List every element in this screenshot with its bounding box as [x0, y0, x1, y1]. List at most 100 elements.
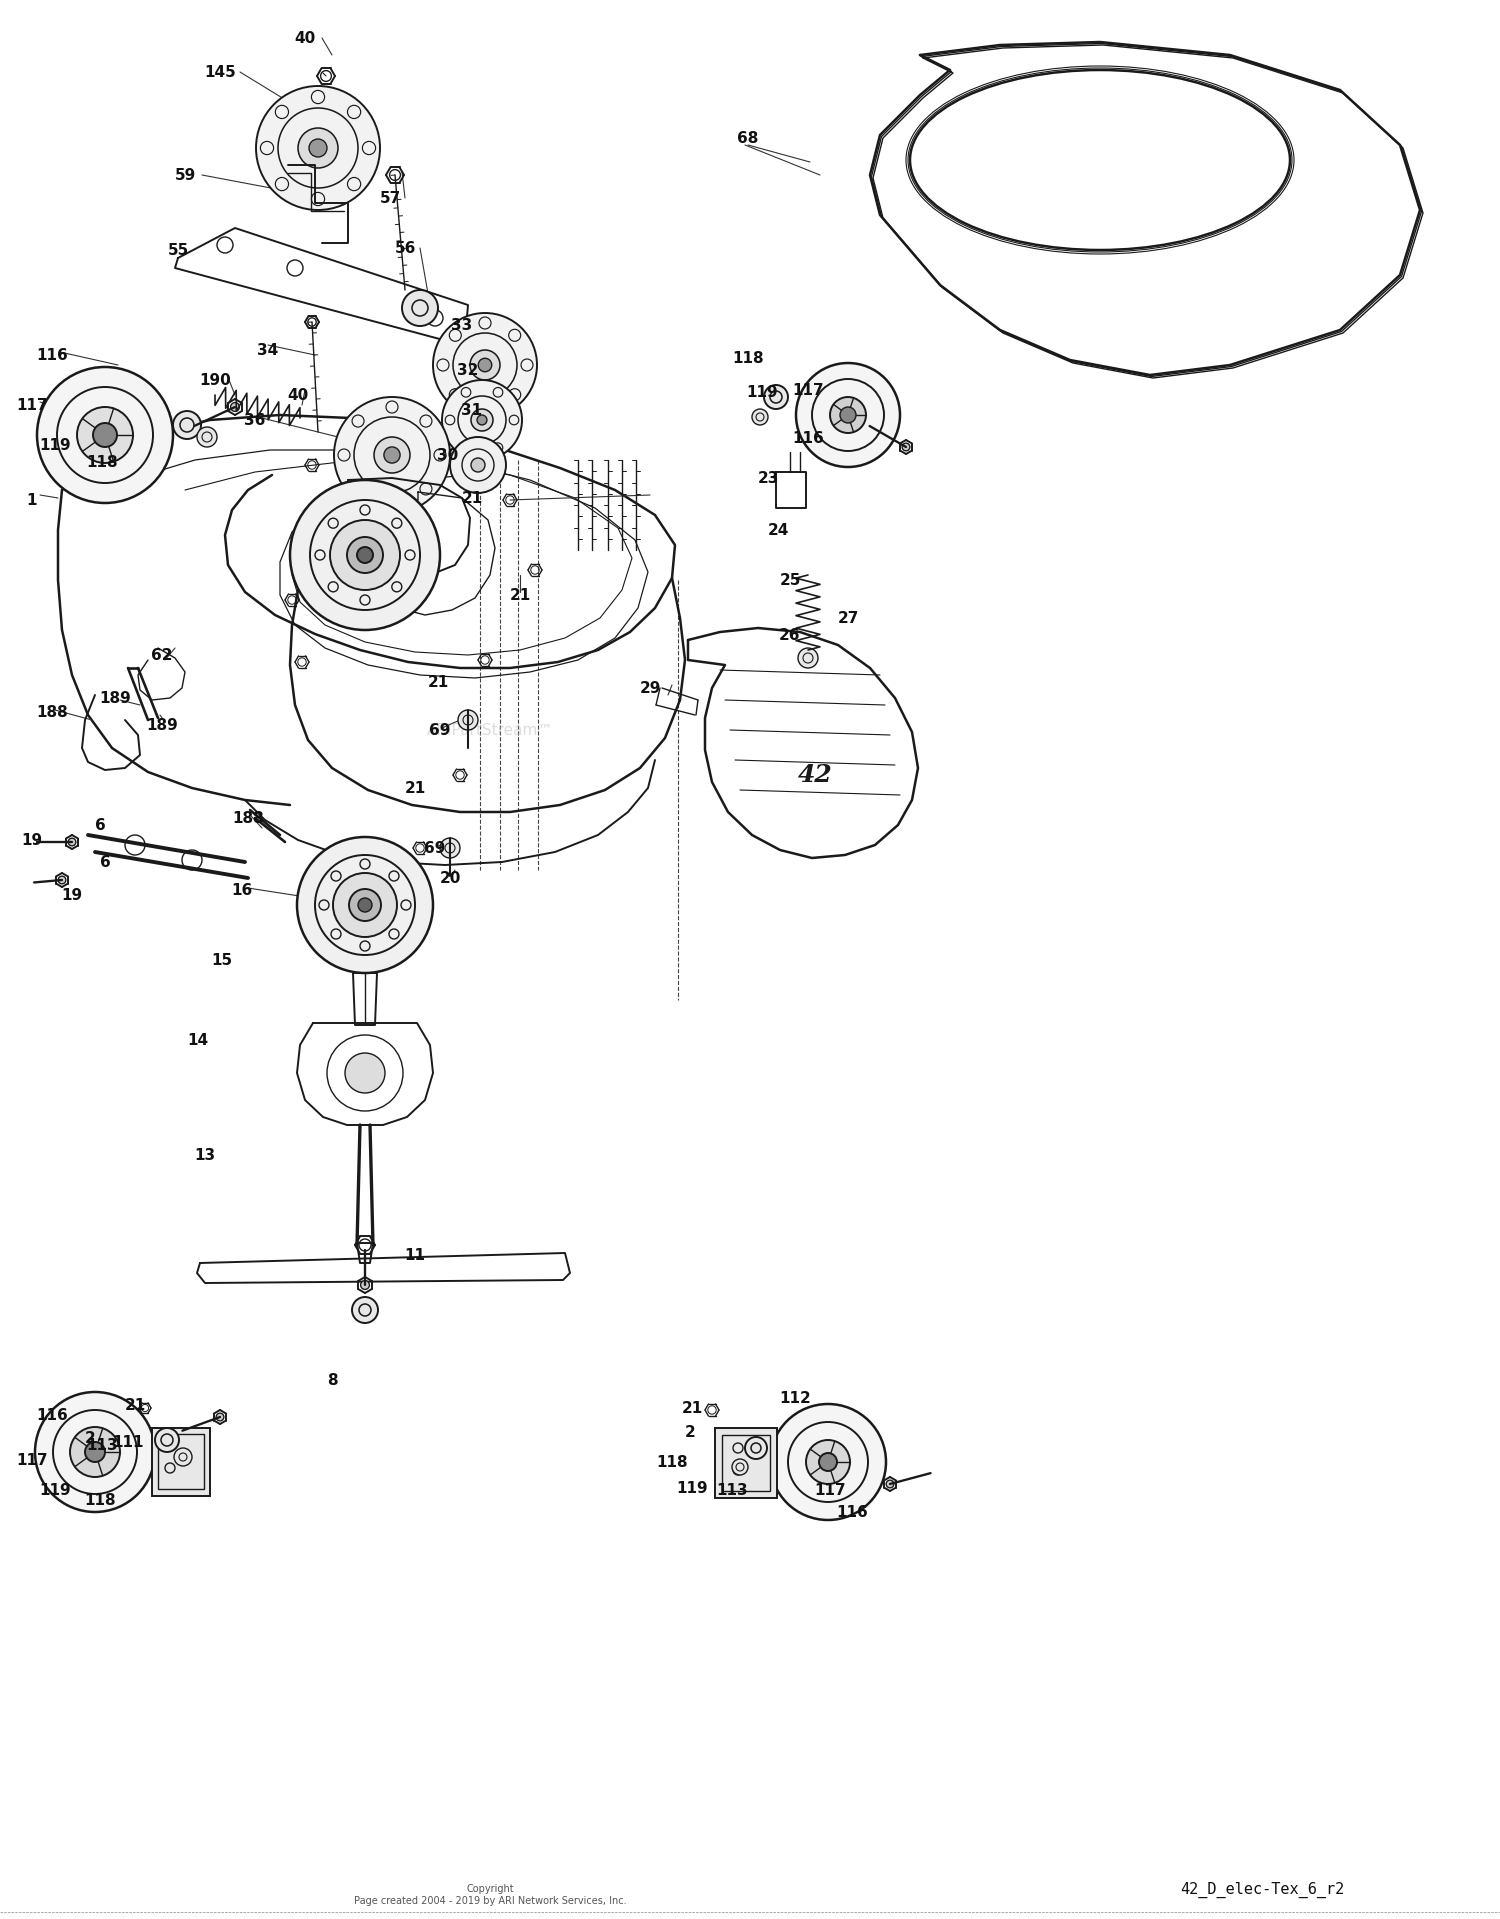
Circle shape	[374, 438, 410, 472]
Circle shape	[172, 411, 201, 439]
Text: 113: 113	[716, 1483, 748, 1497]
Circle shape	[76, 407, 134, 462]
Circle shape	[309, 138, 327, 157]
Circle shape	[334, 397, 450, 512]
Text: 119: 119	[746, 384, 778, 399]
Circle shape	[298, 129, 338, 169]
Circle shape	[402, 290, 438, 326]
Circle shape	[477, 415, 488, 424]
Text: 190: 190	[200, 372, 231, 388]
Text: 119: 119	[39, 1483, 70, 1497]
Text: 25: 25	[780, 572, 801, 587]
Text: 119: 119	[676, 1480, 708, 1495]
Text: 21: 21	[124, 1397, 146, 1412]
Text: 15: 15	[211, 952, 232, 967]
Bar	[152, 1428, 210, 1497]
Text: 42: 42	[798, 764, 832, 787]
Text: 36: 36	[244, 413, 266, 428]
Circle shape	[357, 547, 374, 562]
Text: 40: 40	[294, 31, 315, 46]
Text: 68: 68	[738, 130, 759, 146]
Text: 14: 14	[188, 1032, 209, 1048]
Circle shape	[93, 422, 117, 447]
Text: 69: 69	[429, 722, 450, 737]
Circle shape	[806, 1439, 850, 1483]
Text: 2: 2	[84, 1430, 96, 1445]
Circle shape	[752, 409, 768, 424]
Circle shape	[458, 710, 478, 729]
Circle shape	[470, 349, 500, 380]
Text: 1: 1	[27, 493, 38, 507]
Text: 56: 56	[394, 240, 416, 255]
Circle shape	[830, 397, 866, 434]
Circle shape	[350, 888, 381, 921]
Text: 11: 11	[405, 1247, 426, 1263]
Text: 118: 118	[732, 351, 764, 365]
Text: 116: 116	[36, 1407, 68, 1422]
Text: 30: 30	[438, 447, 459, 462]
Circle shape	[38, 367, 172, 503]
Text: 21: 21	[427, 674, 448, 689]
Circle shape	[746, 1437, 766, 1458]
Circle shape	[819, 1453, 837, 1472]
Text: 20: 20	[440, 871, 460, 885]
Text: 189: 189	[146, 718, 178, 733]
Text: 6: 6	[99, 854, 111, 869]
Text: 21: 21	[681, 1401, 702, 1416]
Circle shape	[471, 409, 494, 432]
Text: 112: 112	[778, 1391, 812, 1405]
Circle shape	[346, 537, 382, 574]
Text: 24: 24	[768, 522, 789, 537]
Circle shape	[358, 898, 372, 912]
Text: 32: 32	[458, 363, 478, 378]
Text: 117: 117	[16, 397, 48, 413]
Text: 116: 116	[836, 1504, 868, 1520]
Text: 57: 57	[380, 190, 400, 205]
Circle shape	[433, 313, 537, 416]
Text: 21: 21	[462, 491, 483, 505]
Circle shape	[450, 438, 506, 493]
Text: 8: 8	[327, 1372, 338, 1387]
Circle shape	[732, 1458, 748, 1476]
Circle shape	[886, 1480, 894, 1487]
Circle shape	[70, 1428, 120, 1478]
Text: 29: 29	[639, 681, 660, 695]
Circle shape	[442, 380, 522, 461]
Text: 19: 19	[21, 833, 42, 848]
Text: 26: 26	[780, 628, 801, 643]
Text: 119: 119	[39, 438, 70, 453]
Circle shape	[333, 873, 398, 936]
Text: 16: 16	[231, 883, 252, 898]
Text: 62: 62	[152, 647, 172, 662]
Text: 31: 31	[462, 403, 483, 418]
Circle shape	[154, 1428, 178, 1453]
Circle shape	[345, 1054, 386, 1094]
Circle shape	[764, 386, 788, 409]
Text: 188: 188	[36, 704, 68, 720]
Text: 116: 116	[36, 347, 68, 363]
Circle shape	[196, 428, 217, 447]
Text: 34: 34	[258, 342, 279, 357]
Text: 117: 117	[16, 1453, 48, 1468]
Circle shape	[360, 1280, 369, 1290]
Circle shape	[68, 839, 76, 846]
Text: 69: 69	[424, 841, 445, 856]
Circle shape	[770, 1405, 886, 1520]
Text: 23: 23	[758, 470, 778, 486]
Circle shape	[34, 1391, 154, 1512]
Text: Copyright
Page created 2004 - 2019 by ARI Network Services, Inc.: Copyright Page created 2004 - 2019 by AR…	[354, 1884, 627, 1906]
Circle shape	[86, 1441, 105, 1462]
Text: 13: 13	[195, 1148, 216, 1163]
Circle shape	[330, 520, 400, 589]
Bar	[158, 1433, 204, 1489]
Text: 116: 116	[792, 430, 824, 445]
Text: 118: 118	[84, 1493, 116, 1508]
Text: 55: 55	[168, 242, 189, 257]
Text: 118: 118	[656, 1455, 688, 1470]
Circle shape	[297, 837, 433, 973]
Text: 33: 33	[452, 317, 472, 332]
Text: 19: 19	[62, 887, 82, 902]
Circle shape	[840, 407, 856, 422]
Text: 6: 6	[94, 817, 105, 833]
Text: 113: 113	[86, 1437, 118, 1453]
